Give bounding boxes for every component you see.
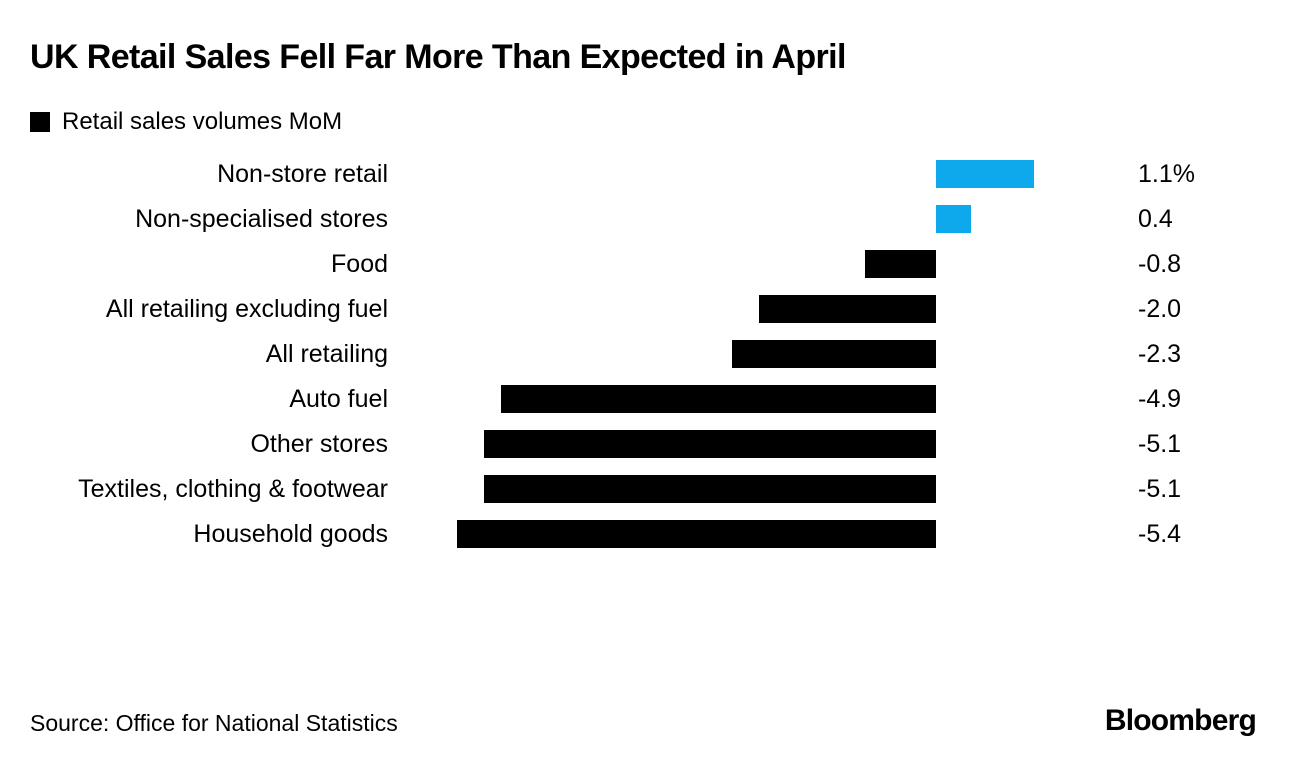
bar <box>758 295 936 323</box>
chart-row: Other stores -5.1 <box>0 430 1292 458</box>
legend-swatch-icon <box>30 112 50 132</box>
category-label: Auto fuel <box>289 385 388 413</box>
bar <box>483 430 936 458</box>
chart-row: Household goods -5.4 <box>0 520 1292 548</box>
bar <box>501 385 936 413</box>
chart-title: UK Retail Sales Fell Far More Than Expec… <box>30 38 846 76</box>
category-label: Food <box>331 250 388 278</box>
category-label: Household goods <box>193 520 388 548</box>
value-label: -4.9 <box>1138 385 1182 413</box>
value-label: -5.1 <box>1138 430 1182 458</box>
chart-row: Auto fuel -4.9 <box>0 385 1292 413</box>
source-note: Source: Office for National Statistics <box>30 710 398 736</box>
chart-row: Non-specialised stores 0.4 <box>0 205 1292 233</box>
bar <box>457 520 936 548</box>
chart-row: All retailing -2.3 <box>0 340 1292 368</box>
value-label: -2.3 <box>1138 340 1182 368</box>
category-label: All retailing <box>265 340 388 368</box>
chart-row: Food -0.8 <box>0 250 1292 278</box>
legend-label: Retail sales volumes MoM <box>62 108 343 135</box>
bar <box>865 250 936 278</box>
bar <box>483 475 936 503</box>
legend: Retail sales volumes MoM <box>30 110 342 134</box>
category-label: Non-specialised stores <box>135 205 388 233</box>
category-label: All retailing excluding fuel <box>105 295 388 323</box>
bar <box>936 205 972 233</box>
category-label: Other stores <box>250 430 388 458</box>
chart-row: All retailing excluding fuel -2.0 <box>0 295 1292 323</box>
bar <box>731 340 936 368</box>
value-label: 0.4 <box>1138 205 1173 233</box>
value-label: -5.1 <box>1138 475 1182 503</box>
bar <box>936 160 1034 188</box>
chart-row: Non-store retail 1.1% <box>0 160 1292 188</box>
chart-row: Textiles, clothing & footwear -5.1 <box>0 475 1292 503</box>
category-label: Non-store retail <box>217 160 388 188</box>
value-label: 1.1% <box>1138 160 1195 188</box>
value-label: -2.0 <box>1138 295 1182 323</box>
value-label: -0.8 <box>1138 250 1182 278</box>
bloomberg-logo: Bloomberg <box>1104 704 1257 737</box>
category-label: Textiles, clothing & footwear <box>78 475 388 503</box>
value-label: -5.4 <box>1138 520 1182 548</box>
